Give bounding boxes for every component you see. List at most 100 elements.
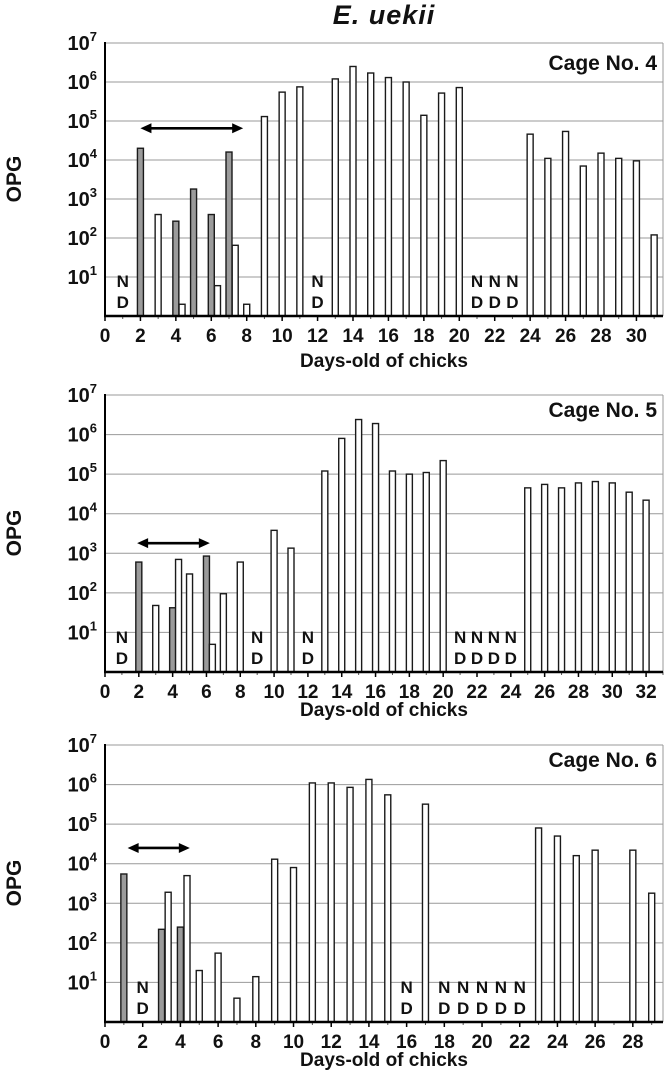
y-tick-label: 107 (68, 381, 97, 407)
bar (540, 483, 549, 673)
bar (346, 786, 354, 1023)
bar (572, 854, 580, 1023)
bar (338, 437, 346, 673)
nd-label: N (454, 628, 466, 647)
bar (183, 874, 191, 1023)
x-tick-label: 4 (171, 326, 182, 347)
x-tick-label: 12 (297, 682, 318, 703)
bar (154, 213, 162, 317)
arrow-head-right (178, 842, 190, 853)
x-tick-label: 14 (358, 1032, 380, 1053)
bar (331, 78, 339, 317)
bar (597, 152, 605, 317)
nd-label: D (471, 293, 483, 312)
cage-5-label: Cage No. 5 (548, 399, 657, 422)
y-tick-label: 106 (68, 771, 97, 797)
y-tick-label: 104 (68, 500, 98, 526)
y-tick-label: 106 (68, 68, 97, 94)
bar (591, 849, 599, 1023)
bar (278, 91, 286, 317)
x-tick-label: 12 (307, 326, 328, 347)
nd-label: N (488, 628, 500, 647)
nd-label: D (117, 293, 129, 312)
nd-label: D (137, 999, 149, 1018)
bar (195, 969, 203, 1023)
y-tick-label: 103 (68, 185, 97, 211)
bar (243, 303, 251, 317)
bar-shaded (136, 147, 145, 317)
bar (384, 794, 392, 1023)
x-tick-label: 14 (331, 682, 353, 703)
bar (260, 115, 269, 317)
nd-label: D (438, 999, 450, 1018)
nd-label: D (302, 649, 314, 668)
x-tick-label: 0 (100, 1032, 111, 1053)
x-tick-label: 8 (241, 326, 252, 347)
arrow-head-left (127, 842, 139, 853)
x-tick-label: 32 (636, 682, 657, 703)
nd-label: N (471, 272, 483, 291)
bar (371, 422, 380, 673)
y-tick-label: 105 (68, 107, 97, 133)
bar (185, 573, 194, 673)
bar (650, 234, 658, 317)
y-tick-label: 101 (68, 618, 97, 644)
bar (629, 849, 637, 1023)
bar (591, 480, 600, 673)
bar-shaded (172, 220, 180, 317)
bar (287, 547, 295, 673)
nd-label: D (454, 649, 466, 668)
bar (422, 471, 430, 673)
y-tick-label: 105 (68, 460, 97, 486)
x-tick-label: 16 (378, 326, 399, 347)
bar (557, 487, 566, 673)
x-tick-label: 6 (206, 326, 217, 347)
bar (270, 529, 278, 673)
bar (439, 459, 447, 673)
x-tick-label: 20 (449, 326, 470, 347)
x-tick-label: 12 (321, 1032, 342, 1053)
x-axis-title-cage-4: Days-old of chicks (300, 351, 468, 372)
x-tick-label: 30 (602, 682, 623, 703)
bar (327, 782, 335, 1023)
x-tick-label: 24 (500, 682, 522, 703)
x-tick-label: 20 (471, 1032, 492, 1053)
bar (534, 827, 543, 1023)
bar (214, 952, 222, 1023)
bar (402, 81, 410, 317)
cage-6-label: Cage No. 6 (548, 749, 657, 772)
bar (632, 160, 641, 317)
y-tick-label: 102 (68, 579, 97, 605)
bar (296, 86, 304, 317)
y-tick-label: 101 (68, 263, 97, 289)
bar (152, 604, 160, 673)
x-tick-label: 26 (585, 1032, 606, 1053)
x-tick-label: 22 (509, 1032, 530, 1053)
x-tick-label: 0 (100, 326, 111, 347)
x-tick-label: 8 (235, 682, 246, 703)
nd-label: N (302, 628, 314, 647)
bar-shaded (135, 561, 143, 673)
nd-label: N (476, 978, 488, 997)
nd-label: N (311, 272, 323, 291)
x-tick-label: 2 (137, 1032, 148, 1053)
bar (524, 487, 532, 673)
bar (420, 114, 428, 317)
x-tick-label: 16 (365, 682, 386, 703)
x-tick-label: 28 (568, 682, 589, 703)
arrow-head-left (137, 538, 149, 549)
cage-4-label: Cage No. 4 (548, 52, 657, 75)
x-tick-label: 10 (264, 682, 285, 703)
bar (544, 157, 552, 317)
y-axis-label-cage-5: OPG (3, 509, 26, 557)
bar (270, 858, 279, 1023)
arrow-head-right (232, 123, 244, 134)
y-tick-label: 103 (68, 539, 97, 565)
x-tick-label: 6 (201, 682, 212, 703)
arrow-head-right (198, 538, 210, 549)
x-tick-label: 10 (272, 326, 293, 347)
x-tick-label: 24 (520, 326, 542, 347)
y-tick-label: 101 (68, 968, 97, 994)
